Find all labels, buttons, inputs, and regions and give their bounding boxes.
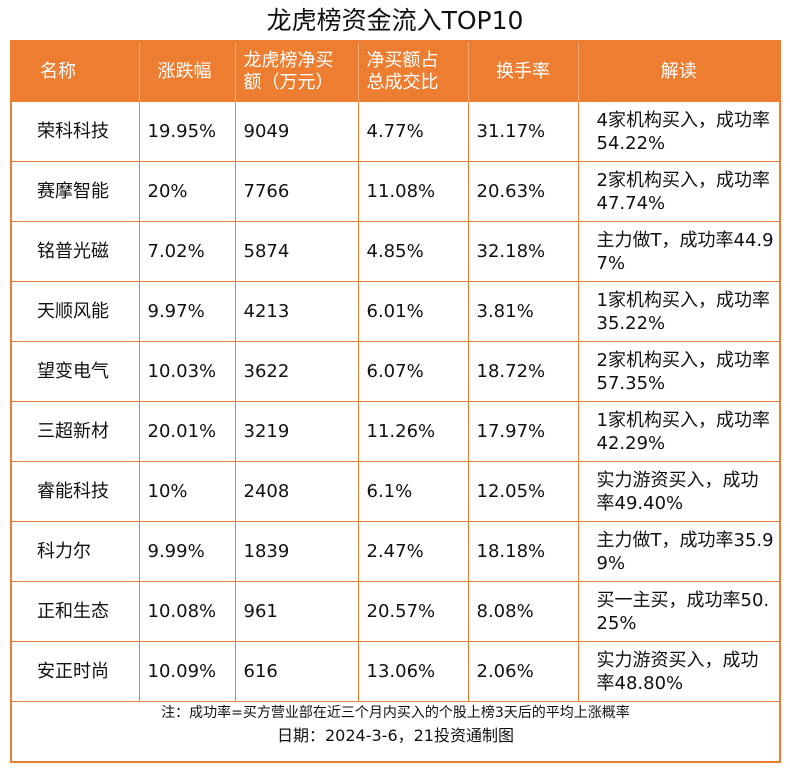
table-row: 科力尔 9.99% 1839 2.47% 18.18% 主力做T，成功率35.9… (12, 521, 779, 582)
cell-change: 20.01% (138, 401, 235, 462)
cell-turnover: 17.97% (467, 401, 578, 462)
cell-interpretation: 4家机构买入，成功率54.22% (577, 102, 779, 162)
cell-name: 睿能科技 (12, 461, 139, 522)
cell-name: 铭普光磁 (12, 221, 139, 282)
data-table-frame: 名称 涨跌幅 龙虎榜净买 额（万元） 净买额占 总成交比 换手率 解读 荣科科技 1… (10, 40, 781, 763)
cell-name: 安正时尚 (12, 641, 139, 702)
table-row: 正和生态 10.08% 961 20.57% 8.08% 买一主买，成功率50.… (12, 581, 779, 642)
cell-name: 三超新材 (12, 401, 139, 462)
cell-change: 20% (138, 161, 235, 222)
cell-net-buy: 616 (234, 641, 358, 702)
cell-ratio: 11.08% (357, 161, 468, 222)
cell-name: 赛摩智能 (12, 161, 139, 222)
cell-turnover: 2.06% (467, 641, 578, 702)
cell-turnover: 8.08% (467, 581, 578, 642)
cell-ratio: 2.47% (357, 521, 468, 582)
cell-interpretation: 2家机构买入，成功率57.35% (577, 341, 779, 402)
table-row: 荣科科技 19.95% 9049 4.77% 31.17% 4家机构买入，成功率… (12, 102, 779, 162)
cell-ratio: 13.06% (357, 641, 468, 702)
cell-change: 10.03% (138, 341, 235, 402)
cell-turnover: 18.72% (467, 341, 578, 402)
cell-ratio: 6.07% (357, 341, 468, 402)
data-table: 名称 涨跌幅 龙虎榜净买 额（万元） 净买额占 总成交比 换手率 解读 荣科科技 1… (12, 42, 779, 702)
table-row: 铭普光磁 7.02% 5874 4.85% 32.18% 主力做T，成功率44.… (12, 221, 779, 282)
cell-change: 10.08% (138, 581, 235, 642)
cell-net-buy: 961 (234, 581, 358, 642)
column-header-ratio: 净买额占 总成交比 (357, 42, 468, 102)
cell-turnover: 31.17% (467, 102, 578, 162)
cell-name: 科力尔 (12, 521, 139, 582)
cell-change: 10% (138, 461, 235, 522)
column-header-change: 涨跌幅 (138, 42, 235, 102)
cell-net-buy: 3219 (234, 401, 358, 462)
cell-interpretation: 买一主买，成功率50.25% (577, 581, 779, 642)
cell-net-buy: 1839 (234, 521, 358, 582)
cell-interpretation: 主力做T，成功率35.99% (577, 521, 779, 582)
cell-name: 正和生态 (12, 581, 139, 642)
cell-interpretation: 1家机构买入，成功率42.29% (577, 401, 779, 462)
cell-ratio: 20.57% (357, 581, 468, 642)
cell-name: 荣科科技 (12, 102, 139, 162)
cell-interpretation: 实力游资买入，成功率49.40% (577, 461, 779, 522)
cell-change: 19.95% (138, 102, 235, 162)
cell-net-buy: 3622 (234, 341, 358, 402)
cell-turnover: 12.05% (467, 461, 578, 522)
cell-change: 9.99% (138, 521, 235, 582)
cell-net-buy: 9049 (234, 102, 358, 162)
cell-net-buy: 2408 (234, 461, 358, 522)
table-header-row: 名称 涨跌幅 龙虎榜净买 额（万元） 净买额占 总成交比 换手率 解读 (12, 42, 779, 102)
column-header-name: 名称 (12, 42, 139, 102)
cell-net-buy: 5874 (234, 221, 358, 282)
cell-ratio: 4.77% (357, 102, 468, 162)
cell-interpretation: 主力做T，成功率44.97% (577, 221, 779, 282)
cell-change: 10.09% (138, 641, 235, 702)
table-row: 天顺风能 9.97% 4213 6.01% 3.81% 1家机构买入，成功率35… (12, 281, 779, 342)
cell-ratio: 6.1% (357, 461, 468, 522)
cell-interpretation: 1家机构买入，成功率35.22% (577, 281, 779, 342)
date-credit: 日期：2024-3-6，21投资通制图 (277, 726, 514, 745)
table-row: 望变电气 10.03% 3622 6.07% 18.72% 2家机构买入，成功率… (12, 341, 779, 402)
cell-turnover: 3.81% (467, 281, 578, 342)
cell-turnover: 32.18% (467, 221, 578, 282)
column-header-interpretation: 解读 (577, 42, 779, 102)
cell-name: 望变电气 (12, 341, 139, 402)
table-footer: 注：成功率=买方营业部在近三个月内买入的个股上榜3天后的平均上涨概率 日期：20… (12, 702, 779, 748)
cell-change: 9.97% (138, 281, 235, 342)
column-header-turnover: 换手率 (467, 42, 578, 102)
cell-ratio: 11.26% (357, 401, 468, 462)
cell-name: 天顺风能 (12, 281, 139, 342)
cell-net-buy: 7766 (234, 161, 358, 222)
table-row: 睿能科技 10% 2408 6.1% 12.05% 实力游资买入，成功率49.4… (12, 461, 779, 522)
footnote: 注：成功率=买方营业部在近三个月内买入的个股上榜3天后的平均上涨概率 (161, 705, 630, 721)
table-row: 三超新材 20.01% 3219 11.26% 17.97% 1家机构买入，成功… (12, 401, 779, 462)
cell-interpretation: 2家机构买入，成功率47.74% (577, 161, 779, 222)
cell-turnover: 18.18% (467, 521, 578, 582)
column-header-net-buy: 龙虎榜净买 额（万元） (234, 42, 358, 102)
table-row: 安正时尚 10.09% 616 13.06% 2.06% 实力游资买入，成功率4… (12, 641, 779, 702)
cell-interpretation: 实力游资买入，成功率48.80% (577, 641, 779, 702)
page-title: 龙虎榜资金流入TOP10 (266, 6, 524, 35)
cell-ratio: 4.85% (357, 221, 468, 282)
cell-net-buy: 4213 (234, 281, 358, 342)
cell-ratio: 6.01% (357, 281, 468, 342)
cell-turnover: 20.63% (467, 161, 578, 222)
table-row: 赛摩智能 20% 7766 11.08% 20.63% 2家机构买入，成功率47… (12, 161, 779, 222)
cell-change: 7.02% (138, 221, 235, 282)
